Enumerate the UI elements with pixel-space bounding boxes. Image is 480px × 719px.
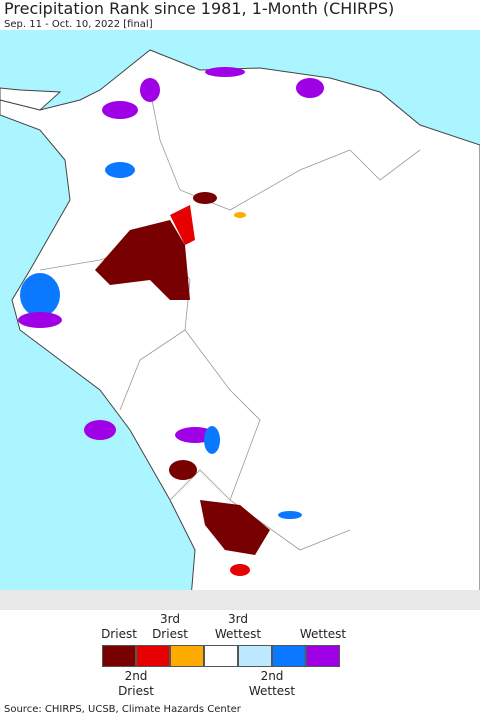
legend-label: Driest [101,627,137,641]
legend-label: 3rd Wettest [214,612,262,641]
legend-swatch [306,645,340,667]
legend-label: Wettest [299,627,347,641]
title: Precipitation Rank since 1981, 1-Month (… [4,0,395,18]
legend-swatch [204,645,238,667]
source: Source: CHIRPS, UCSB, Climate Hazards Ce… [4,704,241,715]
outside [0,590,480,610]
land [0,49,480,610]
legend-label: 3rd Driest [152,612,188,641]
legend-swatch [170,645,204,667]
subtitle: Sep. 11 - Oct. 10, 2022 [final] [4,19,153,30]
legend-label: 2nd Driest [118,669,154,698]
legend-swatch [102,645,136,667]
legend-swatch [136,645,170,667]
map [0,30,480,610]
rank-patches [18,67,324,576]
land-isthmus [0,87,62,111]
legend-swatch [272,645,306,667]
legend-swatch [238,645,272,667]
legend-label: 2nd Wettest [248,669,296,698]
